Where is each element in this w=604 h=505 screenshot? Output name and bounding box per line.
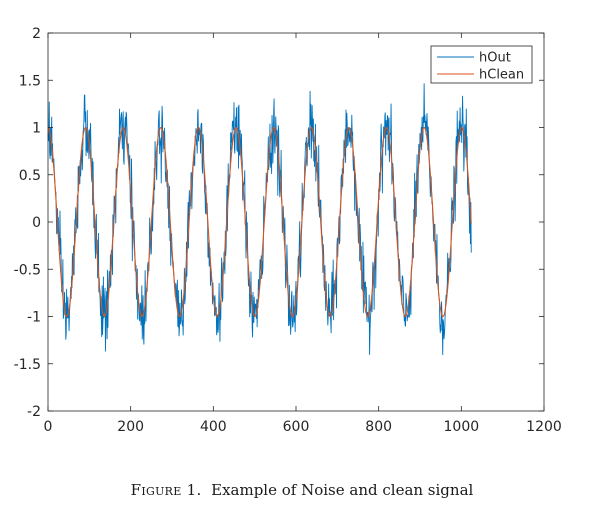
series-line-hclean	[47, 126, 472, 317]
y-tick-label: 0	[32, 215, 41, 231]
y-tick-label: 1.5	[19, 73, 41, 89]
y-tick-label: 2	[32, 26, 41, 42]
y-tick-label: -1.5	[14, 357, 41, 373]
y-tick-label: 0.5	[19, 168, 41, 184]
series-layer	[47, 83, 472, 356]
legend: hOut hClean	[430, 45, 533, 84]
x-tick-label: 400	[200, 419, 227, 435]
x-tick-label: 1000	[444, 419, 480, 435]
x-tick-label: 1200	[526, 419, 562, 435]
x-tick-label: 600	[283, 419, 310, 435]
figure-caption: Figure 1. Example of Noise and clean sig…	[0, 481, 604, 499]
y-tick-label: -1	[27, 310, 41, 326]
x-tick-label: 0	[44, 419, 53, 435]
y-tick-label: 1	[32, 121, 41, 137]
legend-label-hclean: hClean	[479, 68, 524, 83]
plot-area-background	[48, 33, 544, 411]
x-tick-label: 200	[117, 419, 144, 435]
ticks-layer: 0 200 400 600 800 1000 1200 2 1.5 1 0.5 0 -0.5 -1 -1.5…	[14, 26, 562, 435]
figure-caption-label: Figure 1.	[130, 481, 202, 499]
legend-box	[430, 45, 533, 84]
line-chart: 0 200 400 600 800 1000 1200 2 1.5 1 0.5 0 -0.5 -1 -1.5…	[14, 26, 562, 435]
y-tick-label: -0.5	[14, 262, 41, 278]
figure-caption-text: Example of Noise and clean signal	[211, 481, 474, 499]
legend-label-hout: hOut	[479, 51, 511, 66]
y-tick-label: -2	[27, 404, 41, 420]
x-tick-label: 800	[365, 419, 392, 435]
